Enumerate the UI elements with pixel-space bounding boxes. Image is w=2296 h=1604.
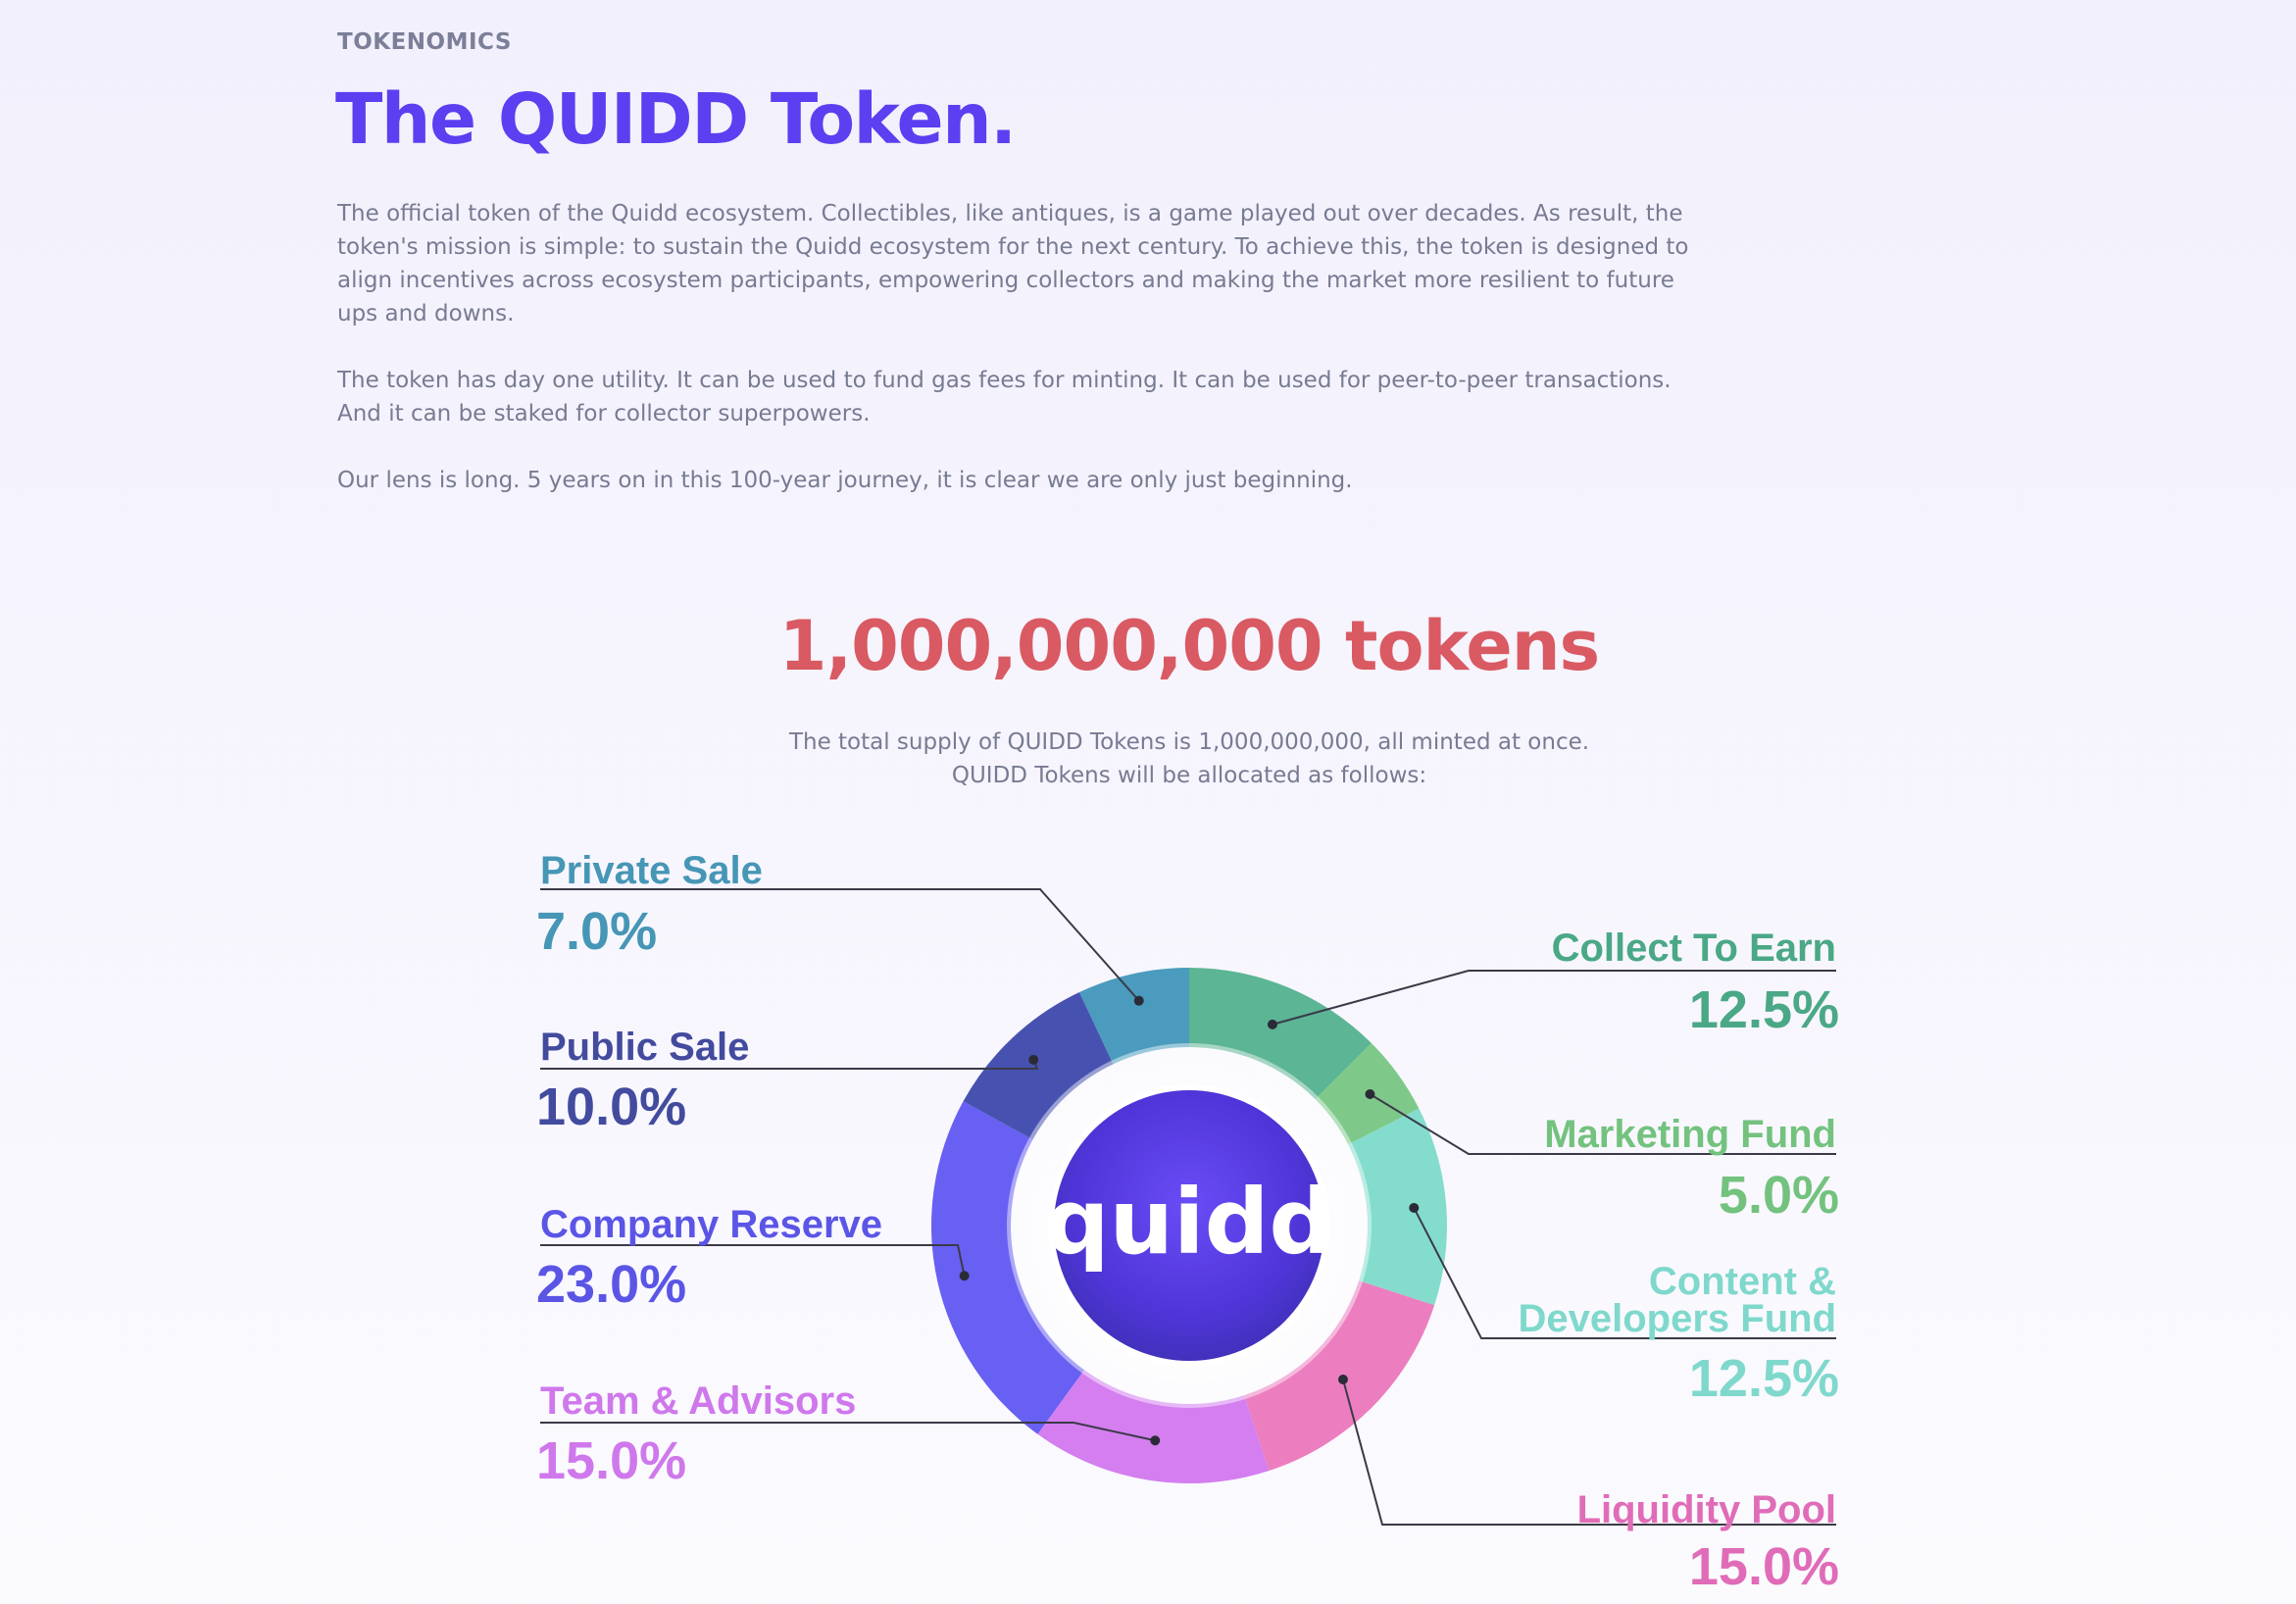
slice-label: Company Reserve xyxy=(540,1203,882,1246)
slice-value: 12.5% xyxy=(1689,980,1839,1039)
leader-line xyxy=(540,1244,966,1277)
leader-dot xyxy=(1028,1054,1039,1065)
chart-slice xyxy=(963,992,1114,1140)
slice-value: 23.0% xyxy=(536,1255,686,1314)
chart-slice xyxy=(1037,1370,1270,1483)
leader-line xyxy=(1272,970,1836,1026)
slice-label: Liquidity Pool xyxy=(1577,1488,1836,1531)
leader-line xyxy=(1342,1378,1836,1526)
chart-slice xyxy=(1244,1280,1435,1472)
leader-line xyxy=(1369,1093,1836,1155)
section-eyebrow: TOKENOMICS xyxy=(337,29,512,55)
leader-dot xyxy=(1267,1019,1277,1029)
leader-dot xyxy=(1409,1202,1420,1213)
supply-line: QUIDD Tokens will be allocated as follow… xyxy=(951,763,1427,788)
intro-paragraph: The official token of the Quidd ecosyste… xyxy=(337,201,1689,326)
slice-label: Collect To Earn xyxy=(1552,927,1836,970)
page-title: The QUIDD Token. xyxy=(335,78,1017,160)
slice-value: 7.0% xyxy=(536,902,657,961)
slice-label: Marketing Fund xyxy=(1544,1113,1836,1156)
intro-paragraph: Our lens is long. 5 years on in this 100… xyxy=(337,468,1353,493)
slice-label: Content & xyxy=(1649,1260,1836,1303)
center-logo-disc xyxy=(1054,1090,1324,1361)
chart-slice xyxy=(1348,1108,1447,1306)
slice-label: Public Sale xyxy=(540,1026,749,1069)
leader-line xyxy=(540,888,1140,1002)
chart-slice xyxy=(1079,968,1189,1065)
slice-label: Team & Advisors xyxy=(540,1379,856,1423)
intro-paragraph: The token has day one utility. It can be… xyxy=(337,368,1672,426)
leader-dot xyxy=(1365,1088,1375,1099)
leader-dot xyxy=(1337,1374,1348,1384)
leader-line xyxy=(540,1422,1156,1442)
supply-heading: 1,000,000,000 tokens xyxy=(778,606,1600,686)
slice-value: 15.0% xyxy=(536,1431,686,1490)
slice-value: 12.5% xyxy=(1689,1349,1839,1408)
leader-dot xyxy=(959,1271,970,1281)
slice-label: Private Sale xyxy=(540,849,763,892)
slice-label: Developers Fund xyxy=(1518,1297,1836,1340)
chart-slice xyxy=(931,1101,1085,1434)
supply-description: The total supply of QUIDD Tokens is 1,00… xyxy=(0,726,2296,792)
chart-slice xyxy=(1189,968,1372,1100)
quidd-logo: quidd xyxy=(1045,1170,1334,1275)
intro-text: The official token of the Quidd ecosyste… xyxy=(337,197,1690,530)
slice-value: 15.0% xyxy=(1689,1537,1839,1596)
slice-value: 10.0% xyxy=(536,1078,686,1136)
supply-line: The total supply of QUIDD Tokens is 1,00… xyxy=(788,729,1590,755)
leader-line xyxy=(1413,1207,1836,1339)
leader-dot xyxy=(1133,995,1144,1006)
slice-value: 5.0% xyxy=(1719,1166,1839,1225)
leader-dot xyxy=(1150,1435,1161,1446)
